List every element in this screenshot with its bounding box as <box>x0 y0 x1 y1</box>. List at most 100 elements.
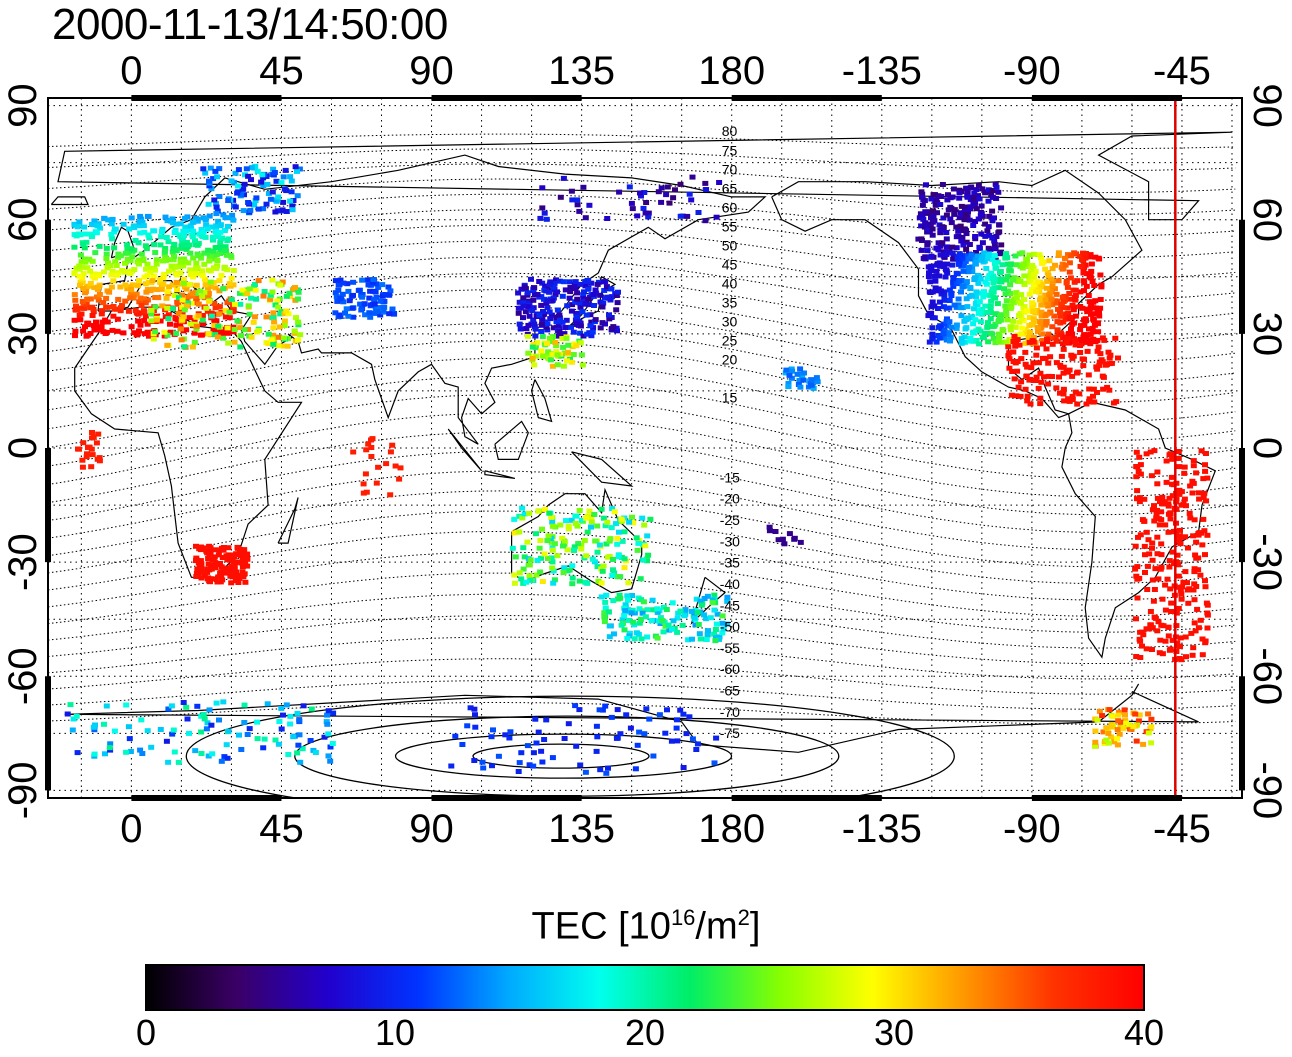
tec-cell <box>953 325 960 331</box>
tec-cell <box>106 289 113 295</box>
lon-tick-top: -45 <box>1153 49 1211 93</box>
tec-cell <box>611 509 618 515</box>
tec-cell <box>160 275 167 281</box>
tec-cell <box>695 210 702 215</box>
contour-ring-south <box>394 733 733 779</box>
tec-cell <box>214 258 221 263</box>
tec-cell <box>199 293 206 299</box>
tec-cell <box>1070 307 1077 313</box>
tec-cell <box>932 285 939 291</box>
tec-cell <box>1157 499 1163 505</box>
tec-cell <box>288 178 295 184</box>
tec-cell <box>584 580 591 586</box>
tec-cell <box>987 316 994 322</box>
tec-cell <box>277 282 284 288</box>
tec-cell <box>245 327 251 332</box>
tec-cell <box>387 449 394 455</box>
tec-cell <box>1023 373 1030 379</box>
tec-cell <box>1083 339 1090 345</box>
tec-cell <box>140 223 147 229</box>
tec-cell <box>638 193 644 199</box>
tec-cell <box>688 197 695 203</box>
tec-cell <box>73 303 79 309</box>
tec-cell <box>275 343 282 349</box>
tec-cell <box>99 319 106 325</box>
tec-cell <box>350 279 357 285</box>
tec-cell <box>222 215 229 221</box>
tec-cell <box>220 545 227 550</box>
tec-cell <box>1077 343 1083 348</box>
tec-cell <box>985 245 992 251</box>
tec-cell <box>1006 356 1013 362</box>
tec-cell <box>138 717 145 723</box>
tec-cell <box>1174 552 1181 558</box>
tec-cell <box>132 308 139 314</box>
tec-cell <box>975 182 982 188</box>
tec-cell <box>1017 300 1024 306</box>
tec-cell <box>694 741 701 747</box>
tec-cell <box>1089 329 1096 335</box>
tec-cell <box>1021 273 1028 279</box>
tec-cell <box>982 190 989 196</box>
tec-cell <box>333 294 340 300</box>
tec-cell <box>601 619 608 625</box>
tec-cell <box>572 299 579 305</box>
tec-cell <box>626 519 633 525</box>
tec-cell <box>629 593 635 598</box>
tec-cell <box>1077 263 1084 269</box>
tec-cell <box>75 446 81 452</box>
tec-cell <box>122 260 128 266</box>
tec-cell <box>997 269 1004 274</box>
tec-cell <box>582 283 589 289</box>
tec-cell <box>71 317 78 323</box>
tec-cell <box>289 207 296 213</box>
tec-cell <box>629 514 635 520</box>
tec-cell <box>1089 279 1096 284</box>
tec-cell <box>236 574 243 580</box>
tec-cell <box>1111 739 1118 745</box>
tec-cell <box>159 303 166 309</box>
tec-cell <box>83 239 90 245</box>
tec-cell <box>1163 458 1170 464</box>
tec-cell <box>970 338 977 344</box>
tec-cell <box>1094 390 1100 395</box>
tec-cell <box>365 282 372 288</box>
tec-cell <box>563 335 570 341</box>
tec-cell <box>539 579 546 584</box>
tec-cell <box>1038 282 1045 288</box>
tec-cell <box>152 304 159 310</box>
tec-cell <box>1137 655 1144 660</box>
tec-cell <box>1105 740 1112 746</box>
tec-cell <box>379 282 386 288</box>
tec-cell <box>1007 305 1014 311</box>
tec-cell <box>554 362 561 368</box>
tec-cell <box>639 515 646 521</box>
frame-mark-top <box>131 95 282 101</box>
tec-cell <box>958 289 964 295</box>
tec-cell <box>689 636 695 642</box>
tec-cell <box>686 191 693 197</box>
tec-cell <box>981 250 988 256</box>
tec-cell <box>608 525 615 531</box>
tec-cell <box>1120 726 1127 731</box>
tec-cell <box>161 251 168 257</box>
tec-cell <box>1201 490 1208 496</box>
tec-cell <box>598 594 605 600</box>
tec-cell <box>1017 278 1024 284</box>
contour-label: -35 <box>720 555 740 571</box>
tec-cell <box>295 742 302 748</box>
tec-cell <box>192 748 199 754</box>
tec-cell <box>991 253 998 259</box>
tec-cell <box>996 279 1003 285</box>
tec-cell <box>1191 566 1198 572</box>
tec-cell <box>716 636 722 642</box>
tec-cell <box>174 299 181 305</box>
tec-cell <box>164 218 171 224</box>
tec-cell <box>960 268 967 274</box>
tec-cell <box>337 296 344 301</box>
tec-cell <box>963 228 969 234</box>
tec-cell <box>1146 626 1153 632</box>
tec-cell <box>539 316 546 322</box>
tec-cell <box>1071 250 1078 256</box>
tec-cell <box>601 614 608 620</box>
